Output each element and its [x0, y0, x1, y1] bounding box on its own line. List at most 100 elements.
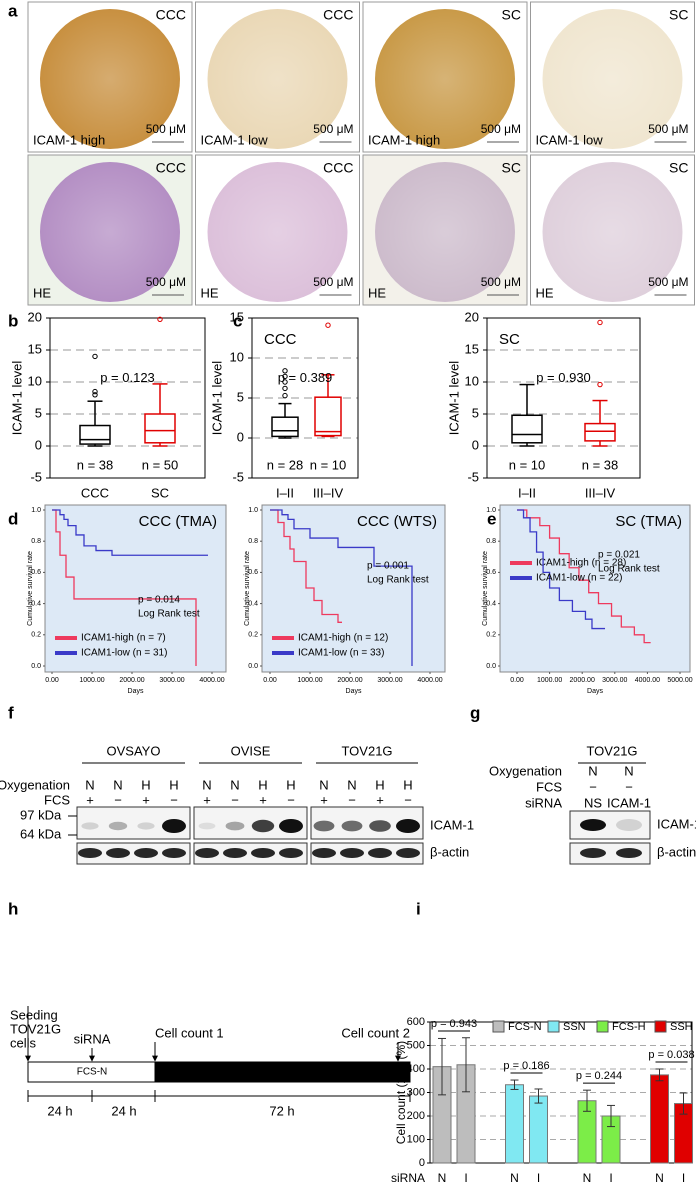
- y-tick-label: 15: [28, 341, 42, 356]
- tissue-shade: [375, 162, 515, 302]
- panel-label: d: [8, 509, 18, 528]
- y-tick-label: -5: [232, 469, 244, 484]
- row-label: FCS: [44, 792, 70, 807]
- duration: 24 h: [111, 1103, 136, 1118]
- lane-oxygenation: N: [113, 777, 122, 792]
- duration: 24 h: [47, 1103, 72, 1118]
- tile-scale: 500 μM: [648, 275, 688, 289]
- y-axis-label: Cumulative survival rate: [244, 551, 251, 626]
- legend-label: ICAM1-low (n = 22): [536, 573, 622, 584]
- panel-label: b: [8, 311, 18, 330]
- y-axis-label: Cumulative survival rate: [482, 551, 489, 626]
- row-label: Oxygenation: [0, 777, 70, 792]
- x-tick-label: SC: [151, 485, 169, 500]
- box: [144, 413, 176, 444]
- y-tick-label: 0.0: [248, 663, 258, 670]
- band: [279, 819, 303, 833]
- y-axis-label: ICAM-1 level: [9, 361, 24, 436]
- band: [580, 819, 606, 831]
- x-tick-label: I: [464, 1171, 467, 1185]
- band: [106, 848, 130, 858]
- legend-label: ICAM1-low (n = 33): [298, 648, 384, 659]
- event-label: Cell count 1: [155, 1025, 224, 1040]
- chart-title: SC (TMA): [615, 513, 682, 530]
- y-tick-label: -5: [30, 469, 42, 484]
- tile-caption: ICAM-1 low: [536, 132, 604, 147]
- y-axis-label: Cell count (2/1) (%): [394, 1041, 408, 1144]
- p-value: p = 0.943: [431, 1018, 477, 1030]
- band-label: ICAM-1: [430, 817, 474, 832]
- x-tick-label: N: [438, 1171, 447, 1185]
- tissue-shade: [207, 162, 348, 302]
- plot-frame: [486, 317, 641, 479]
- x-tick-label: N: [655, 1171, 664, 1185]
- band: [369, 820, 391, 832]
- x-tick-label: III–IV: [313, 485, 344, 500]
- p-value: p = 0.014: [138, 595, 180, 606]
- y-tick-label: -5: [467, 469, 479, 484]
- x-tick-label: 3000.00: [159, 677, 184, 684]
- lane-fcs: −: [287, 792, 295, 807]
- band: [108, 821, 128, 831]
- outlier: [282, 373, 288, 380]
- y-tick-label: 200: [407, 1110, 425, 1122]
- band: [223, 848, 247, 858]
- tile-caption: HE: [536, 285, 554, 300]
- outlier: [92, 392, 98, 398]
- legend-label: ICAM1-high (n = 12): [298, 633, 388, 644]
- event-label: Cell count 2: [341, 1025, 410, 1040]
- band: [616, 819, 642, 831]
- p-value: p = 0.186: [503, 1060, 549, 1072]
- x-tick-label: 2000.00: [119, 677, 144, 684]
- lane-sirna: ICAM-1: [607, 795, 651, 810]
- y-tick-label: 20: [28, 309, 42, 324]
- x-axis-label: Days: [587, 688, 603, 695]
- tissue-shade: [375, 9, 515, 149]
- plot-frame: [49, 317, 206, 479]
- x-tick-label: 0.00: [263, 677, 277, 684]
- y-tick-label: 1.0: [486, 507, 496, 514]
- legend-label: FCS-H: [612, 1021, 646, 1033]
- x-tick-label: 4000.00: [199, 677, 224, 684]
- y-tick-label: 0: [419, 1157, 425, 1169]
- band: [162, 819, 186, 833]
- tile-scale: 500 μM: [313, 275, 353, 289]
- box: [79, 424, 111, 445]
- outlier: [325, 322, 331, 328]
- blot-frame: [569, 810, 651, 840]
- tile-scale: 500 μM: [648, 122, 688, 136]
- tile-caption: HE: [368, 285, 386, 300]
- band: [396, 819, 420, 833]
- tile-scale: 500 μM: [481, 122, 521, 136]
- event-label: TOV21G: [10, 1021, 61, 1036]
- tile-caption: ICAM-1 low: [201, 132, 269, 147]
- x-axis-label: Days: [128, 688, 144, 695]
- lane-oxygenation: H: [141, 777, 150, 792]
- phase-label: FCS-N, SSN, FCS-H, and SSH: [199, 1064, 365, 1078]
- plot-frame: [429, 1021, 693, 1164]
- test-label: Log Rank test: [138, 609, 200, 620]
- x-tick-label: 0.00: [45, 677, 59, 684]
- y-tick-label: 0.8: [31, 538, 41, 545]
- lane-oxygenation: H: [169, 777, 178, 792]
- y-tick-label: 0.0: [486, 663, 496, 670]
- p-value: p = 0.038: [648, 1049, 694, 1061]
- event-label: cells: [10, 1035, 37, 1050]
- tissue-shade: [40, 162, 180, 302]
- legend-label: ICAM1-high (n = 28): [536, 558, 626, 569]
- tile-tumor: CCC: [323, 160, 353, 176]
- x-tick-label: 0.00: [510, 677, 524, 684]
- x-tick-label: 4000.00: [635, 677, 660, 684]
- legend-label: SSH: [670, 1021, 693, 1033]
- band: [340, 848, 364, 858]
- legend-swatch: [596, 1020, 609, 1033]
- tissue-shade: [542, 162, 683, 302]
- cell-line: TOV21G: [586, 743, 637, 758]
- lane-fcs: +: [376, 792, 384, 807]
- legend-label: ICAM1-high (n = 7): [81, 633, 166, 644]
- lane-sirna: NS: [584, 795, 602, 810]
- panel-label: c: [233, 311, 242, 330]
- x-tick-label: 3000.00: [377, 677, 402, 684]
- y-tick-label: 0.2: [31, 632, 41, 639]
- event-label: Seeding: [10, 1007, 58, 1022]
